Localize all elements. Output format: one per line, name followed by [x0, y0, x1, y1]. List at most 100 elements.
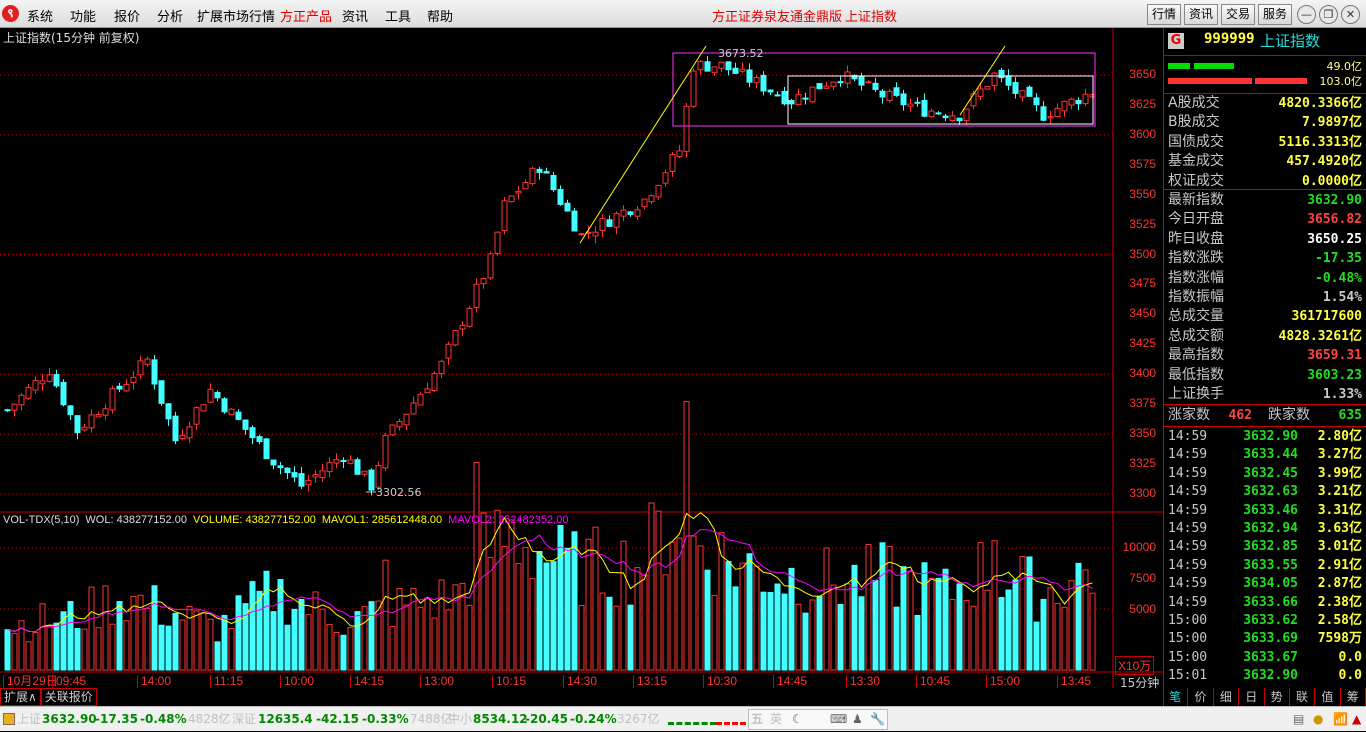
panel-tab[interactable]: 联: [1290, 688, 1316, 706]
menu-system[interactable]: 系统: [27, 10, 54, 25]
volume-bar: [193, 610, 200, 671]
signal-icon: 📶: [1333, 712, 1348, 726]
panel-row: B股成交 7.9897亿: [1168, 113, 1362, 132]
period-label[interactable]: 15分钟: [1120, 676, 1160, 690]
volume-bar: [529, 578, 536, 671]
candle-body: [753, 77, 760, 84]
panel-tab[interactable]: 值: [1315, 688, 1341, 706]
volume-bar: [655, 510, 662, 671]
menu-extended-market[interactable]: 扩展市场行情: [197, 10, 276, 25]
candle-body: [557, 188, 564, 205]
menu-help[interactable]: 帮助: [427, 10, 454, 25]
time-axis-label: 10:00: [280, 675, 314, 688]
tick-row: 15:01 3632.90 0.0: [1168, 667, 1362, 685]
candle-body: [928, 110, 935, 118]
low-price-label: 3302.56: [376, 486, 422, 499]
volume-bar: [676, 537, 683, 671]
coin-icon: ●: [1313, 712, 1324, 726]
candle: [473, 278, 480, 313]
panel-row: 上证换手 1.33%: [1168, 385, 1362, 404]
row-value: -0.48%: [1315, 270, 1362, 286]
candle-body: [382, 434, 389, 469]
menu-quote[interactable]: 报价: [114, 10, 141, 25]
ime-wubi-icon[interactable]: 五: [751, 712, 764, 726]
volume-bar: [998, 597, 1005, 671]
candle-body: [599, 217, 606, 231]
menu-news[interactable]: 资讯: [342, 10, 369, 25]
menu-analysis[interactable]: 分析: [157, 10, 184, 25]
candlestick-chart[interactable]: 3673.52 3302.56: [0, 28, 1163, 688]
volume-bar: [844, 583, 851, 671]
volume-bar: [627, 604, 634, 671]
news-button[interactable]: 资讯: [1184, 4, 1218, 25]
volume-bar: [207, 618, 214, 671]
candle: [438, 359, 445, 379]
volume-bar: [417, 606, 424, 671]
expand-tab[interactable]: 扩展∧: [0, 688, 41, 706]
close-icon[interactable]: ✕: [1341, 5, 1360, 24]
notepad-icon: ▤: [1293, 712, 1305, 726]
related-quotes-tab[interactable]: 关联报价: [40, 688, 97, 706]
row-label: 基金成交: [1168, 153, 1224, 170]
candle: [550, 172, 557, 192]
candle-body: [305, 479, 312, 486]
trade-button[interactable]: 交易: [1221, 4, 1255, 25]
menu-bar: ९ 系统 功能 报价 分析 扩展市场行情 方正产品 资讯 工具 帮助 方正证券泉…: [0, 0, 1366, 28]
tick-time: 14:59: [1168, 557, 1208, 573]
row-label: 最低指数: [1168, 366, 1224, 383]
volume-bar: [571, 531, 578, 671]
menu-tools[interactable]: 工具: [385, 10, 412, 25]
volume-bar: [18, 620, 25, 671]
menu-function[interactable]: 功能: [70, 10, 97, 25]
panel-tab[interactable]: 筹: [1341, 688, 1366, 706]
candle: [543, 167, 550, 174]
panel-tab[interactable]: 日: [1239, 688, 1265, 706]
candle: [501, 197, 508, 235]
candle: [480, 277, 487, 289]
candle-body: [655, 184, 662, 198]
candle-body: [375, 465, 382, 488]
candle-body: [242, 419, 249, 430]
panel-tab[interactable]: 价: [1188, 688, 1214, 706]
minimize-icon[interactable]: —: [1297, 5, 1316, 24]
candle: [1033, 93, 1040, 112]
panel-tab[interactable]: 势: [1265, 688, 1290, 706]
candle: [1019, 90, 1026, 102]
panel-tab[interactable]: 细: [1214, 688, 1240, 706]
candle-body: [1033, 97, 1040, 106]
service-button[interactable]: 服务: [1258, 4, 1292, 25]
restore-icon[interactable]: ❐: [1319, 5, 1338, 24]
moon-icon: ☾: [792, 712, 803, 726]
tick-price: 3633.69: [1243, 631, 1298, 647]
volume-bar: [25, 641, 32, 671]
candle: [277, 461, 284, 475]
badge-icon: G: [1168, 33, 1184, 49]
candle-body: [774, 94, 781, 97]
price-axis-label: 3575: [1129, 156, 1156, 171]
volume-bar: [739, 562, 746, 671]
panel-row: 总成交量 361717600: [1168, 307, 1362, 326]
volume-bar: [340, 634, 347, 671]
volume-bar: [760, 591, 767, 671]
vol-axis-5000: 5000: [1129, 602, 1156, 616]
candle: [158, 380, 165, 406]
candle: [193, 405, 200, 431]
menu-products[interactable]: 方正产品: [280, 10, 333, 25]
panel-tab[interactable]: 笔: [1163, 688, 1189, 706]
quotes-button[interactable]: 行情: [1147, 4, 1181, 25]
panel-row: 最新指数 3632.90: [1168, 191, 1362, 210]
candle-body: [634, 209, 641, 217]
panel-tabs: 笔价细日势联值筹: [1163, 688, 1366, 706]
candle: [424, 382, 431, 394]
candle-body: [270, 459, 277, 466]
volume-bar: [963, 600, 970, 671]
candle-body: [781, 90, 788, 105]
time-axis-label: 10:15: [492, 675, 526, 688]
candle: [1082, 88, 1089, 107]
volume-bar: [823, 547, 830, 671]
volume-bar: [991, 540, 998, 671]
candle-body: [858, 76, 865, 86]
time-axis-label: 10:30: [703, 675, 737, 688]
ime-english-icon[interactable]: 英: [770, 712, 783, 726]
candle: [81, 423, 88, 432]
